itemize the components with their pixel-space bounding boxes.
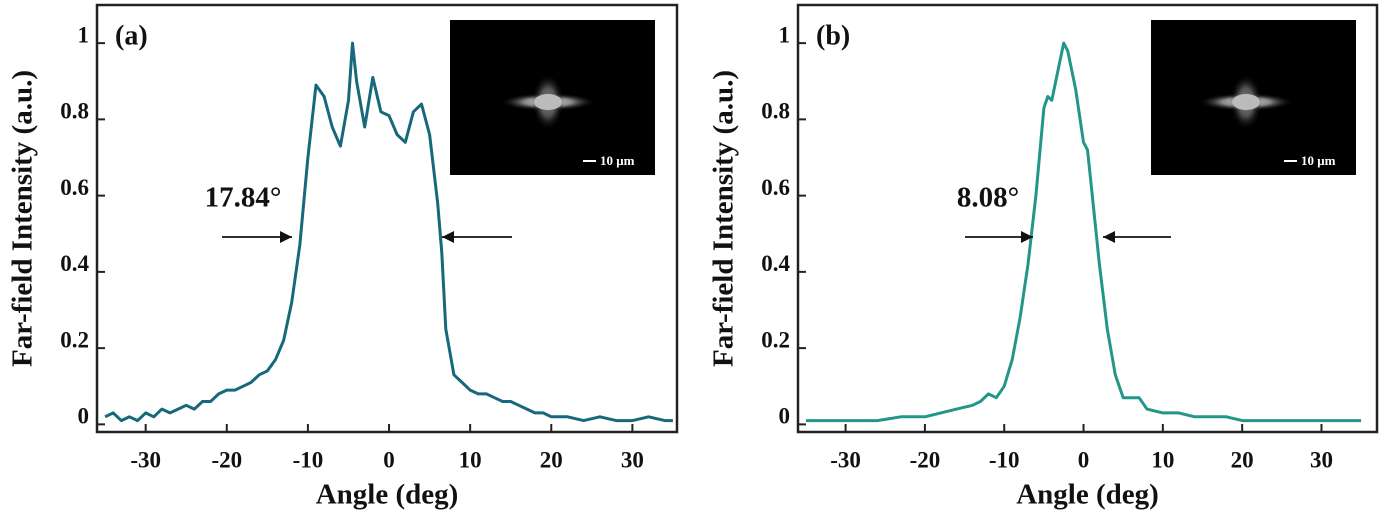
x-tick-label: -10 xyxy=(989,447,1020,472)
x-tick-label: -20 xyxy=(211,447,242,472)
y-tick-label: 0.4 xyxy=(60,251,89,276)
y-tick-label: 0.8 xyxy=(761,99,790,124)
data-line xyxy=(104,41,673,423)
y-tick-label: 0.8 xyxy=(60,99,89,124)
y-tick-label: 0 xyxy=(779,404,791,429)
x-tick-label: 10 xyxy=(1151,447,1174,472)
arrow-head xyxy=(280,231,292,243)
y-tick-label: 0.4 xyxy=(761,251,790,276)
width-annotation: 8.08° xyxy=(957,182,1019,214)
x-axis-label: Angle (deg) xyxy=(1016,479,1159,511)
x-tick-label: 0 xyxy=(1078,447,1090,472)
panel-label: (a) xyxy=(115,20,148,51)
arrow-head xyxy=(1103,231,1115,243)
y-tick-label: 0.2 xyxy=(761,327,790,352)
x-tick-label: -30 xyxy=(830,447,861,472)
arrow-head xyxy=(442,231,454,243)
x-axis-label: Angle (deg) xyxy=(316,479,459,511)
y-tick-label: 0 xyxy=(78,404,90,429)
plot-frame xyxy=(796,3,1379,434)
inset-spot xyxy=(1232,94,1260,110)
x-tick-label: 10 xyxy=(459,447,482,472)
scale-label: 10 μm xyxy=(600,153,635,168)
x-tick-label: -10 xyxy=(293,447,324,472)
x-tick-label: 20 xyxy=(1231,447,1254,472)
y-tick-label: 0.6 xyxy=(761,175,790,200)
data-line xyxy=(805,41,1362,423)
panel-label: (b) xyxy=(816,20,850,51)
y-tick-label: 1 xyxy=(78,22,90,47)
arrow-head xyxy=(1021,231,1033,243)
y-tick-label: 1 xyxy=(779,22,791,47)
x-tick-label: -30 xyxy=(130,447,161,472)
x-tick-label: 20 xyxy=(540,447,563,472)
y-tick-label: 0.2 xyxy=(60,327,89,352)
x-tick-label: 0 xyxy=(383,447,395,472)
y-axis-label: Far-field Intensity (a.u.) xyxy=(708,70,740,367)
scale-label: 10 μm xyxy=(1301,153,1336,168)
x-tick-label: 30 xyxy=(621,447,644,472)
plot-frame xyxy=(95,3,679,434)
inset-spot xyxy=(534,94,562,110)
x-tick-label: -20 xyxy=(910,447,941,472)
width-annotation: 17.84° xyxy=(205,182,282,214)
x-tick-label: 30 xyxy=(1310,447,1333,472)
y-tick-label: 0.6 xyxy=(60,175,89,200)
y-axis-label: Far-field Intensity (a.u.) xyxy=(7,70,39,367)
